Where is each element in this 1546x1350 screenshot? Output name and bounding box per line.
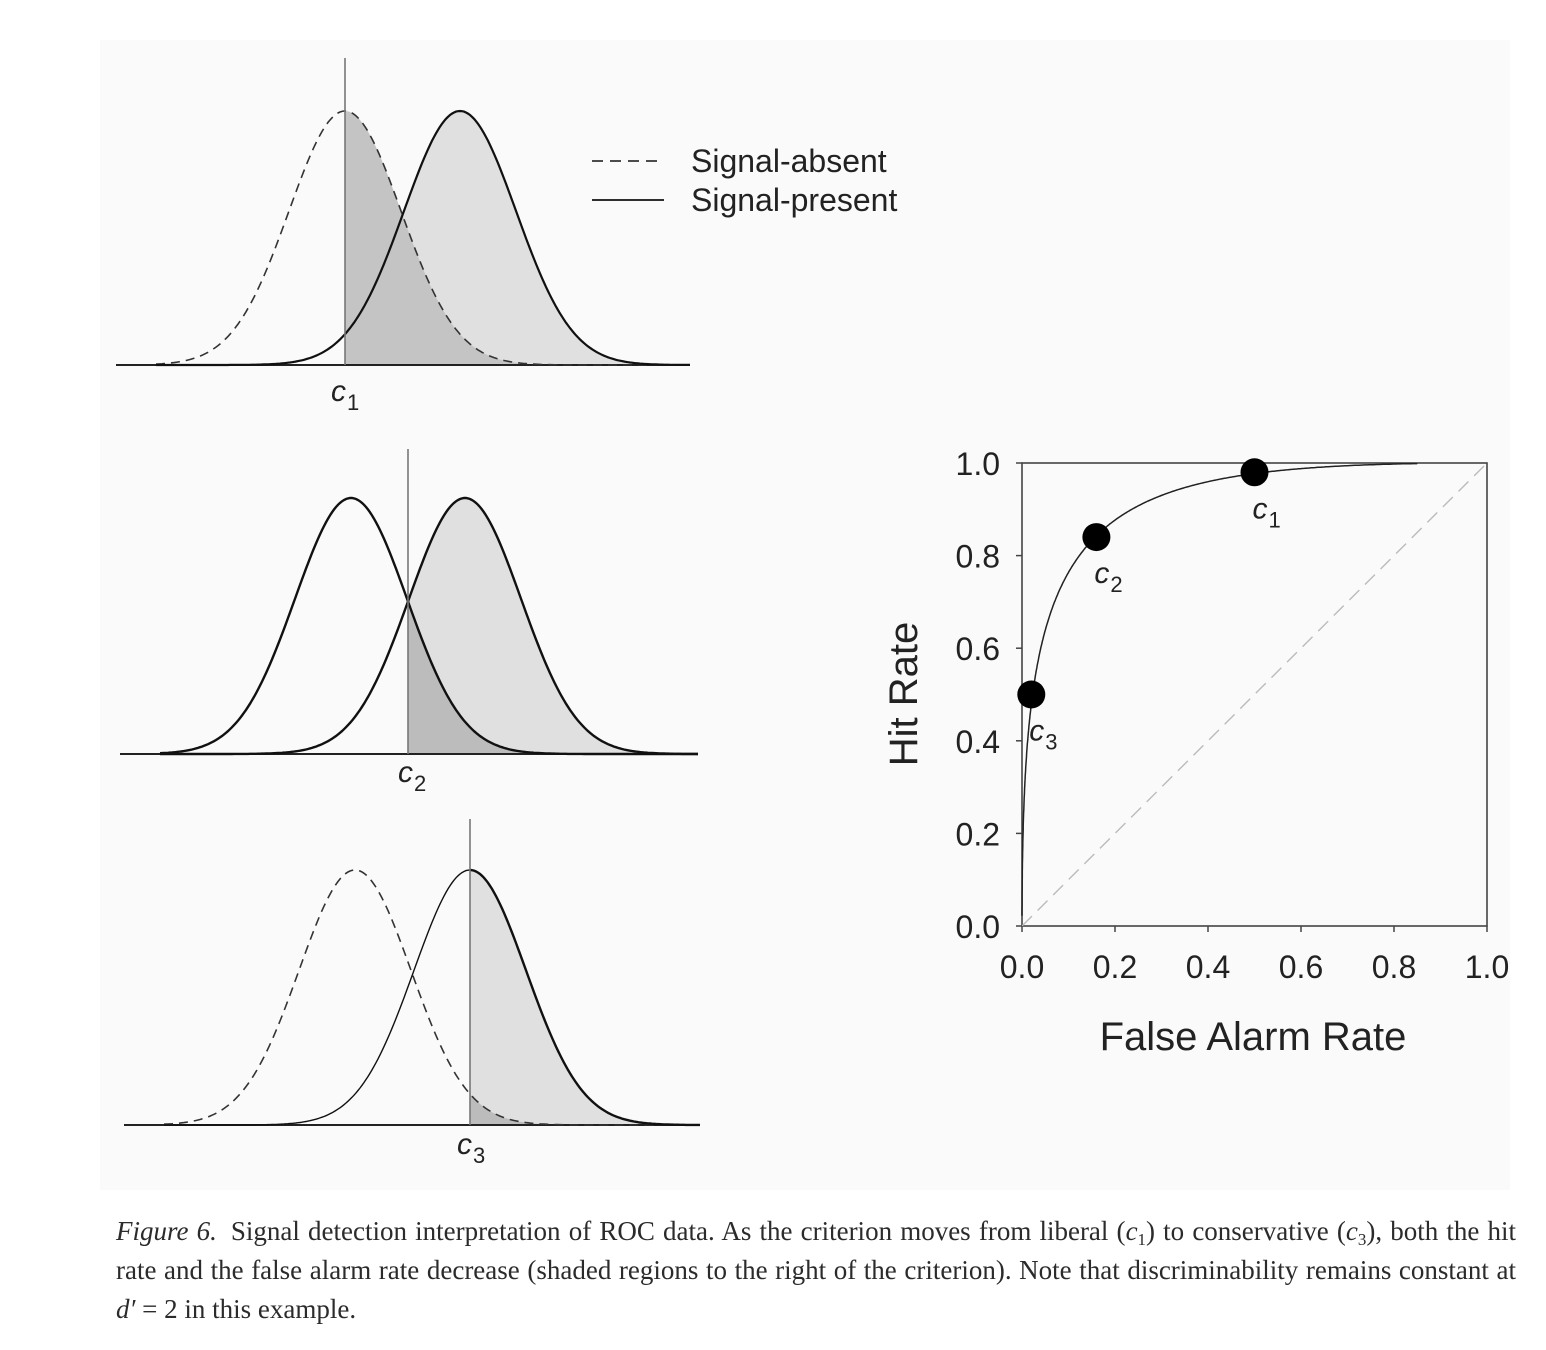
signal-absent-false-alarm-area xyxy=(408,601,698,754)
legend-signal-present: Signal-present xyxy=(691,182,897,218)
distribution-panel-3: c3 xyxy=(124,819,700,1168)
legend-signal-absent: Signal-absent xyxy=(691,143,887,179)
roc-point-label-c3: c3 xyxy=(1029,715,1057,755)
y-axis-title: Hit Rate xyxy=(882,622,926,767)
y-tick-label: 0.8 xyxy=(956,539,1000,575)
y-tick-label: 0.2 xyxy=(956,816,1000,852)
signal-present-curve xyxy=(156,109,690,367)
criterion-label-c1: c1 xyxy=(331,375,359,415)
signal-absent-curve xyxy=(163,869,700,1126)
signal-absent-curve xyxy=(159,496,698,756)
roc-curve xyxy=(1021,462,1418,916)
caption-text-part-2: ) to conservative ( xyxy=(1146,1216,1346,1246)
x-axis-title: False Alarm Rate xyxy=(1100,1015,1407,1059)
distribution-panel-1: c1 xyxy=(116,58,690,415)
legend: Signal-absent Signal-present xyxy=(592,143,897,218)
signal-absent-curve xyxy=(155,110,690,366)
y-axis: 0.0 0.2 0.4 0.6 0.8 1.0 xyxy=(956,446,1022,945)
figure-canvas: c1 c2 c3 Signal-absent xyxy=(100,40,1510,1190)
caption-figure-label: Figure 6. xyxy=(116,1216,217,1246)
roc-point-c2 xyxy=(1082,523,1111,552)
roc-point-label-c1: c1 xyxy=(1253,492,1281,532)
caption-c1-subscript: 1 xyxy=(1137,1230,1147,1249)
y-tick-label: 1.0 xyxy=(956,446,1000,482)
roc-chart: 0.0 0.2 0.4 0.6 0.8 1.0 0.0 0.2 0.4 0.6 0.8 1.0 c1… xyxy=(882,446,1509,1059)
roc-points: c1 c2 c3 xyxy=(1017,458,1281,755)
caption-text-part-1: Signal detection interpretation of ROC d… xyxy=(230,1216,1126,1246)
signal-present-curve-right xyxy=(469,868,700,1127)
caption-c3-subscript: 3 xyxy=(1357,1230,1367,1249)
signal-present-curve xyxy=(160,496,699,756)
x-tick-label: 0.6 xyxy=(1279,949,1323,985)
caption-text-part-4: = 2 in this example. xyxy=(135,1294,357,1324)
y-tick-label: 0.0 xyxy=(956,909,1000,945)
x-axis: 0.0 0.2 0.4 0.6 0.8 1.0 xyxy=(1000,926,1509,985)
signal-present-hit-area xyxy=(470,870,700,1125)
signal-absent-false-alarm-area xyxy=(345,111,690,365)
y-tick-label: 0.4 xyxy=(956,724,1000,760)
figure-caption: Figure 6. Signal detection interpretation… xyxy=(116,1212,1516,1329)
caption-dprime: d′ xyxy=(116,1294,136,1324)
signal-present-hit-area xyxy=(408,498,698,754)
distribution-panel-2: c2 xyxy=(120,449,699,796)
x-tick-label: 0.4 xyxy=(1186,949,1230,985)
caption-text-part-3: ), both the hit rate and the false alarm… xyxy=(116,1216,1517,1285)
criterion-label-c2: c2 xyxy=(398,756,426,796)
x-tick-label: 0.8 xyxy=(1372,949,1416,985)
roc-point-label-c2: c2 xyxy=(1094,557,1122,597)
caption-c3-letter: c xyxy=(1345,1216,1358,1246)
figure-background xyxy=(100,40,1510,1190)
x-tick-label: 0.0 xyxy=(1000,949,1044,985)
signal-present-curve xyxy=(164,869,471,1126)
roc-point-c1 xyxy=(1240,458,1269,487)
roc-point-c3 xyxy=(1017,680,1046,709)
signal-absent-false-alarm-area xyxy=(470,1094,700,1125)
x-tick-label: 1.0 xyxy=(1465,949,1509,985)
caption-c1-letter: c xyxy=(1125,1216,1138,1246)
criterion-label-c3: c3 xyxy=(457,1128,485,1168)
y-tick-label: 0.6 xyxy=(956,631,1000,667)
x-tick-label: 0.2 xyxy=(1093,949,1137,985)
